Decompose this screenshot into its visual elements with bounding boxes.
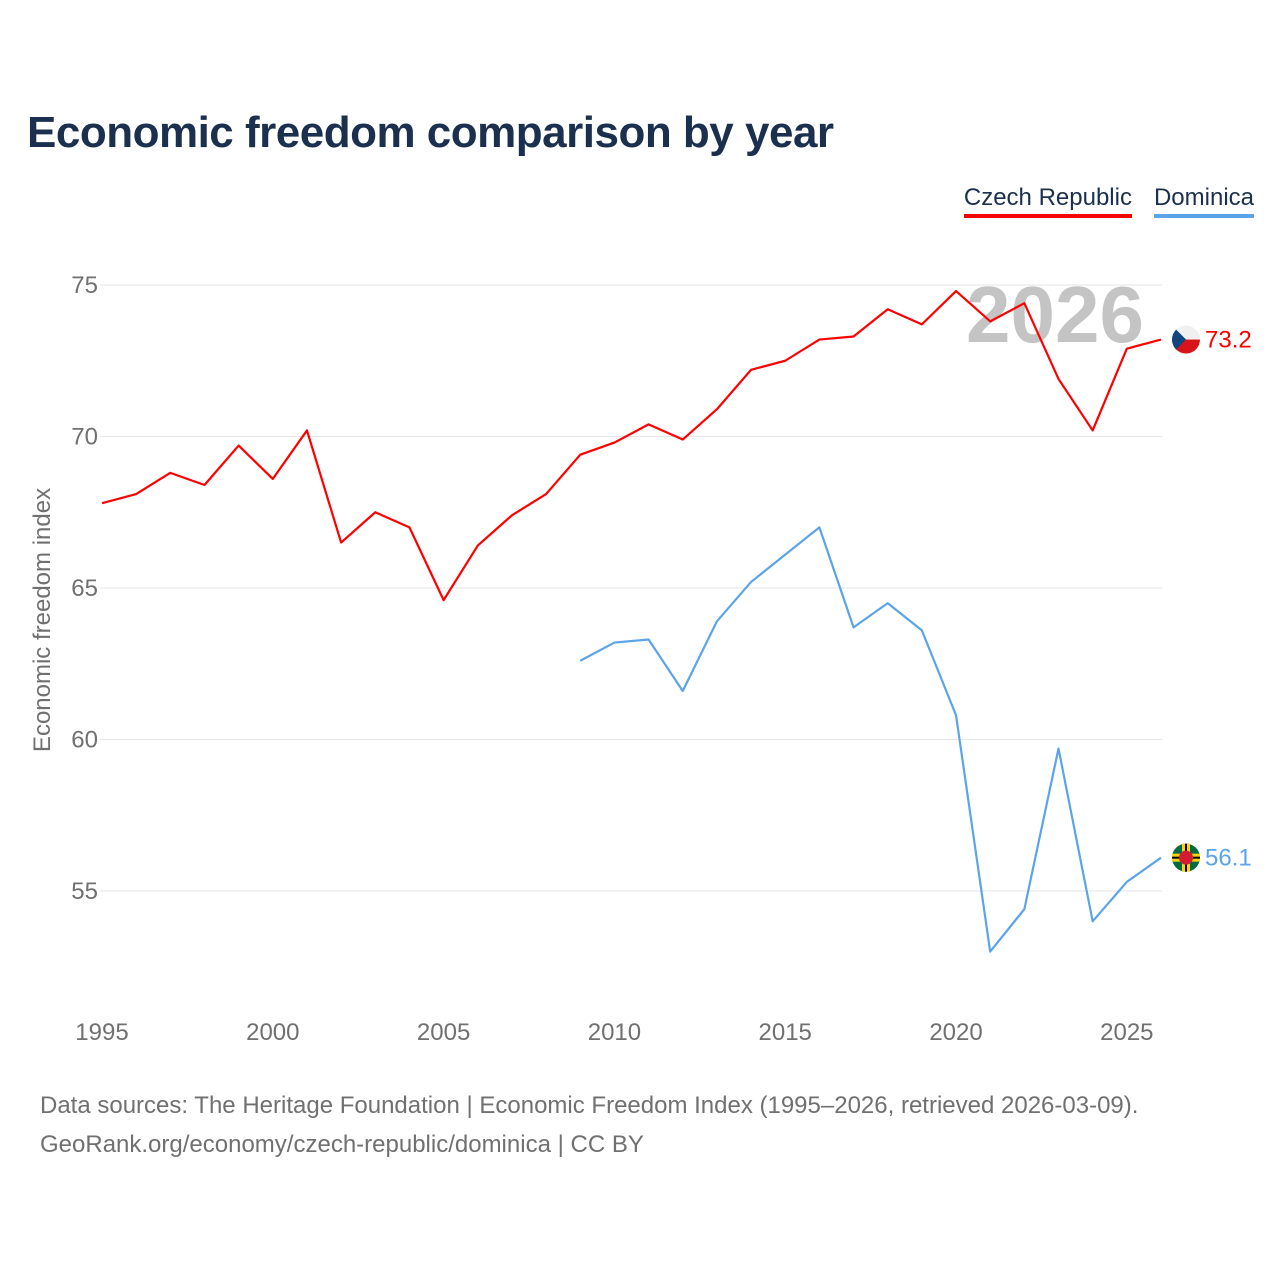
x-tick-label: 2020 [929,1019,982,1046]
line-chart: 2026 55 60 65 70 75 1995 2000 2005 2010 2015 2020 20… [29,270,1252,1046]
x-tick-label: 2015 [759,1019,812,1046]
y-tick-label: 75 [71,272,98,299]
series-line-czech-republic [101,289,1162,602]
x-tick-label: 2005 [417,1019,470,1046]
y-tick-label: 70 [71,424,98,451]
x-tick-label: 2025 [1100,1019,1153,1046]
x-tick-label: 2010 [588,1019,641,1046]
czech-flag-icon [1172,325,1200,354]
data-sources: Data sources: The Heritage Foundation | … [40,1092,1139,1119]
flag-disc [1179,850,1193,865]
watermark-year: 2026 [966,270,1144,359]
y-tick-label: 60 [71,727,98,754]
end-value-label: 56.1 [1205,845,1252,872]
legend-item-dominica[interactable]: Dominica [1153,184,1254,218]
y-axis-label: Economic freedom index [29,488,56,752]
x-tick-label: 2000 [246,1019,299,1046]
legend: Czech Republic Dominica [963,184,1254,218]
source-url[interactable]: GeoRank.org/economy/czech-republic/domin… [40,1131,644,1158]
legend-item-czech-republic[interactable]: Czech Republic [963,184,1132,218]
footer: Data sources: The Heritage Foundation | … [40,1086,1138,1164]
series-line-dominica [579,526,1162,953]
chart-title: Economic freedom comparison by year [27,108,834,157]
end-value-label: 73.2 [1205,327,1252,354]
y-tick-label: 65 [71,575,98,602]
y-tick-label: 55 [71,878,98,905]
x-tick-label: 1995 [75,1019,128,1046]
